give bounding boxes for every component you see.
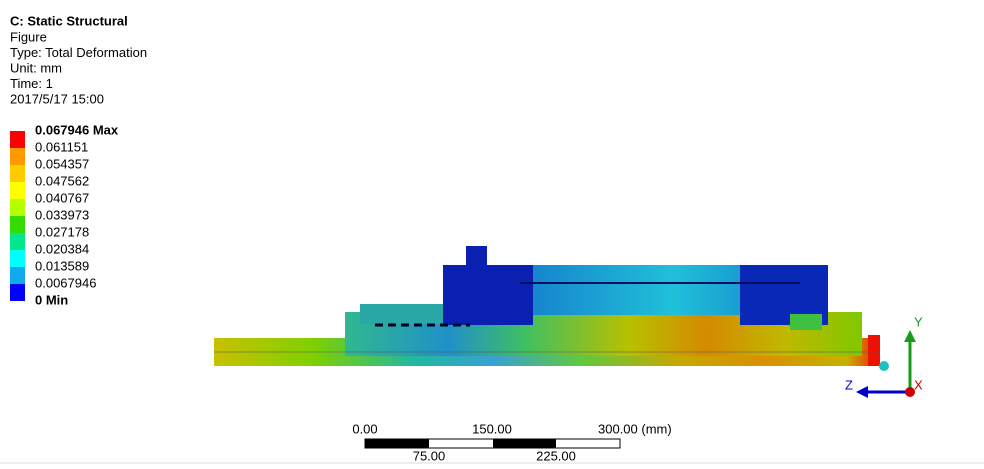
legend-swatch — [10, 199, 25, 216]
triad: Y Z X — [845, 314, 923, 398]
header-line: Type: Total Deformation — [10, 45, 147, 60]
legend-swatch — [10, 182, 25, 199]
axis-label-z: Z — [845, 377, 853, 392]
legend-label: 0.040767 — [35, 190, 89, 205]
header-line: 2017/5/17 15:00 — [10, 91, 104, 106]
legend-swatch — [10, 250, 25, 267]
legend-label: 0.033973 — [35, 207, 89, 222]
legend-swatch — [10, 131, 25, 148]
legend-swatch — [10, 233, 25, 250]
legend-label: 0.061151 — [35, 139, 88, 154]
scale-label: 150.00 — [472, 421, 512, 436]
legend-label: 0.027178 — [35, 224, 89, 239]
legend-label: 0.054357 — [35, 156, 89, 171]
scale-label: 0.00 — [352, 421, 377, 436]
legend-label: 0.020384 — [35, 241, 89, 256]
scale-label: 225.00 — [536, 448, 576, 463]
legend-label: 0.0067946 — [35, 275, 96, 290]
legend-label: 0.013589 — [35, 258, 89, 273]
scale-label: 75.00 — [413, 448, 446, 463]
legend-swatch — [10, 148, 25, 165]
axis-label-x: X — [914, 377, 923, 392]
title: C: Static Structural — [10, 13, 128, 28]
scale-bar: 0.00 150.00 300.00 (mm) 75.00 225.00 — [352, 421, 671, 463]
header-line: Figure — [10, 29, 47, 44]
header-line: Time: 1 — [10, 76, 53, 91]
legend-swatch — [10, 165, 25, 182]
axis-label-y: Y — [914, 314, 923, 329]
legend-swatch — [10, 216, 25, 233]
model — [214, 246, 880, 366]
legend-swatch — [10, 267, 25, 284]
legend-label: 0 Min — [35, 292, 68, 307]
legend-label: 0.047562 — [35, 173, 89, 188]
scale-label: 300.00 (mm) — [598, 421, 672, 436]
legend-swatch — [10, 284, 25, 301]
header-line: Unit: mm — [10, 60, 62, 75]
legend-label: 0.067946 Max — [35, 122, 119, 137]
